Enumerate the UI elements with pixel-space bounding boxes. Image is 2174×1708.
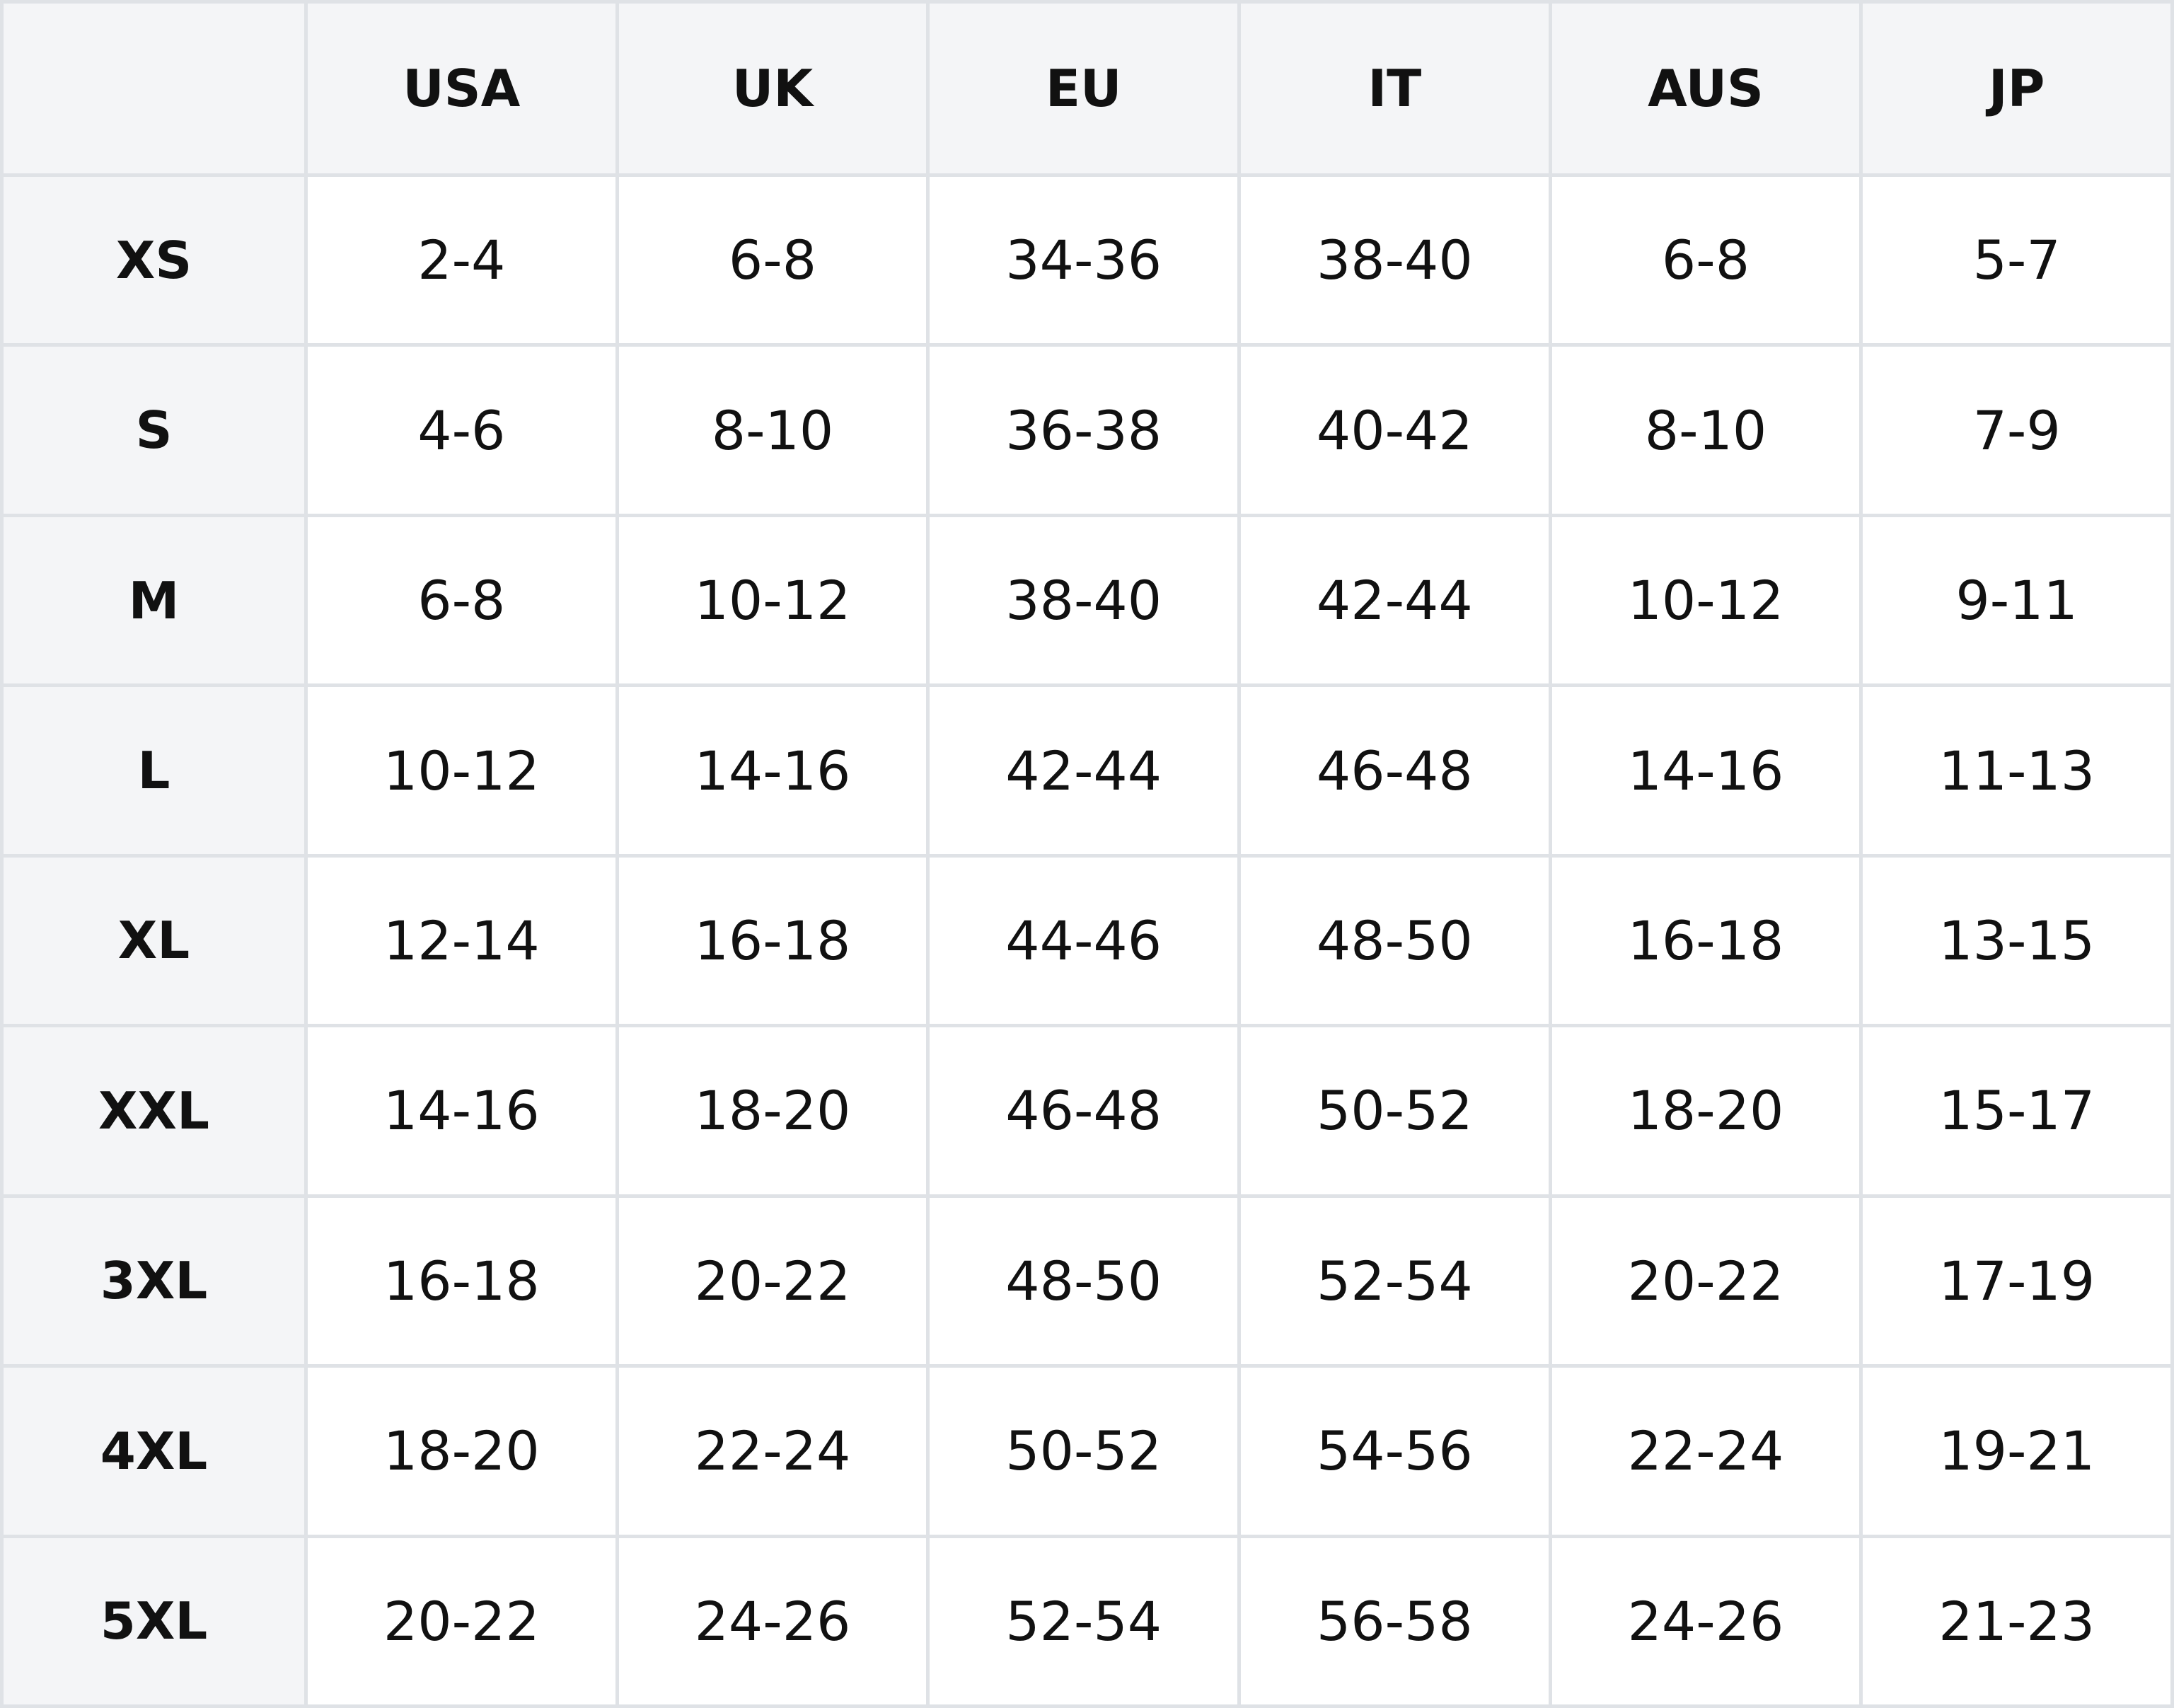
size-value: 44-46 [930, 857, 1237, 1025]
size-value: 22-24 [1551, 1368, 1860, 1535]
size-value: 8-10 [618, 347, 927, 514]
size-value: 5-7 [1863, 177, 2170, 344]
size-value: 10-12 [618, 517, 927, 684]
size-value: 18-20 [308, 1368, 615, 1535]
size-value: 46-48 [930, 1027, 1237, 1194]
size-value: 50-52 [930, 1368, 1237, 1535]
size-value: 40-42 [1240, 347, 1549, 514]
size-value: 15-17 [1863, 1027, 2170, 1194]
corner-cell [4, 4, 304, 173]
size-value: 24-26 [618, 1537, 927, 1704]
size-label: L [4, 687, 304, 854]
size-label: 3XL [4, 1197, 304, 1365]
size-label: S [4, 347, 304, 514]
size-value: 14-16 [308, 1027, 615, 1194]
size-value: 19-21 [1863, 1368, 2170, 1535]
size-value: 2-4 [308, 177, 615, 344]
size-value: 48-50 [930, 1197, 1237, 1365]
column-header: USA [308, 4, 615, 173]
size-value: 9-11 [1863, 517, 2170, 684]
size-value: 20-22 [308, 1537, 615, 1704]
size-value: 21-23 [1863, 1537, 2170, 1704]
size-value: 52-54 [930, 1537, 1237, 1704]
size-value: 8-10 [1551, 347, 1860, 514]
size-value: 42-44 [930, 687, 1237, 854]
size-value: 20-22 [618, 1197, 927, 1365]
size-value: 4-6 [308, 347, 615, 514]
size-value: 22-24 [618, 1368, 927, 1535]
size-value: 10-12 [1551, 517, 1860, 684]
size-value: 18-20 [618, 1027, 927, 1194]
size-value: 34-36 [930, 177, 1237, 344]
size-value: 14-16 [1551, 687, 1860, 854]
size-value: 46-48 [1240, 687, 1549, 854]
size-value: 13-15 [1863, 857, 2170, 1025]
size-value: 6-8 [1551, 177, 1860, 344]
size-value: 14-16 [618, 687, 927, 854]
size-value: 50-52 [1240, 1027, 1549, 1194]
size-value: 42-44 [1240, 517, 1549, 684]
size-label: XL [4, 857, 304, 1025]
size-value: 6-8 [618, 177, 927, 344]
size-value: 16-18 [308, 1197, 615, 1365]
size-value: 16-18 [618, 857, 927, 1025]
size-label: M [4, 517, 304, 684]
size-value: 11-13 [1863, 687, 2170, 854]
size-label: XXL [4, 1027, 304, 1194]
size-value: 12-14 [308, 857, 615, 1025]
column-header: AUS [1551, 4, 1860, 173]
size-value: 36-38 [930, 347, 1237, 514]
size-value: 56-58 [1240, 1537, 1549, 1704]
column-header: EU [930, 4, 1237, 173]
size-label: 5XL [4, 1537, 304, 1704]
column-header: IT [1240, 4, 1549, 173]
size-value: 10-12 [308, 687, 615, 854]
size-value: 18-20 [1551, 1027, 1860, 1194]
size-value: 54-56 [1240, 1368, 1549, 1535]
size-value: 24-26 [1551, 1537, 1860, 1704]
column-header: UK [618, 4, 927, 173]
size-value: 48-50 [1240, 857, 1549, 1025]
size-value: 38-40 [930, 517, 1237, 684]
size-label: 4XL [4, 1368, 304, 1535]
column-header: JP [1863, 4, 2170, 173]
size-value: 38-40 [1240, 177, 1549, 344]
size-value: 17-19 [1863, 1197, 2170, 1365]
size-label: XS [4, 177, 304, 344]
size-value: 7-9 [1863, 347, 2170, 514]
size-value: 16-18 [1551, 857, 1860, 1025]
size-value: 20-22 [1551, 1197, 1860, 1365]
size-value: 6-8 [308, 517, 615, 684]
size-value: 52-54 [1240, 1197, 1549, 1365]
